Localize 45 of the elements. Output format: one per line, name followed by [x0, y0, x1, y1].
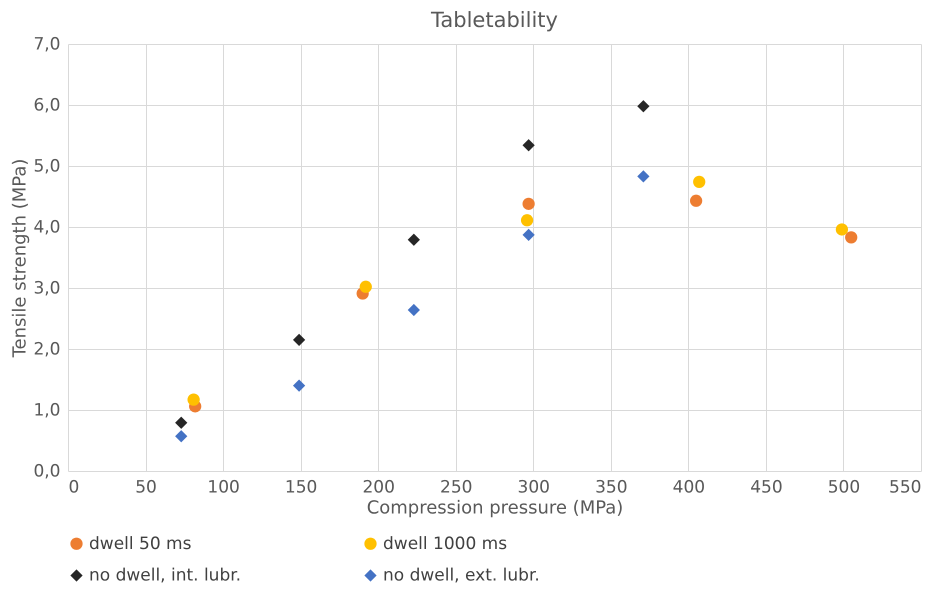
point: [175, 430, 188, 442]
x-tick-label: 150: [284, 478, 318, 498]
point: [522, 228, 535, 242]
x-tick-label: 400: [672, 478, 706, 498]
chart-title: Tabletability: [430, 8, 558, 32]
x-tick-label: 550: [889, 478, 922, 498]
point: [360, 280, 372, 293]
point: [292, 379, 306, 392]
legend-label: no dwell, ext. lubr.: [383, 566, 540, 586]
point: [408, 234, 420, 246]
point: [693, 176, 706, 188]
x-tick-label: 200: [362, 478, 395, 498]
point: [836, 223, 848, 236]
point: [292, 334, 306, 346]
y-tick-label: 6,0: [33, 96, 60, 116]
point: [522, 198, 535, 210]
y-tick-label: 7,0: [33, 34, 60, 54]
point: [637, 100, 650, 112]
point: [188, 394, 200, 406]
x-tick-label: 0: [68, 478, 80, 498]
y-tick-label: 1,0: [33, 400, 60, 420]
y-tick-label: 5,0: [33, 156, 60, 176]
x-tick-label: 50: [135, 478, 157, 498]
legend-label: no dwell, int. lubr.: [89, 566, 242, 586]
point: [175, 416, 188, 429]
point: [408, 304, 420, 316]
point: [522, 139, 535, 152]
legend-label: dwell 50 ms: [89, 534, 192, 554]
x-tick-label: 250: [440, 478, 472, 498]
x-tick-label: 300: [518, 478, 550, 498]
x-tick-label: 350: [595, 478, 628, 498]
y-tick-label: 3,0: [33, 278, 60, 298]
point: [690, 194, 702, 207]
x-tick-label: 500: [828, 478, 860, 498]
y-tick-label: 0,0: [33, 462, 60, 482]
y-axis-title: Tensile strength (MPa): [9, 158, 30, 358]
legend-label: dwell 1000 ms: [383, 534, 508, 554]
x-tick-label: 100: [207, 478, 240, 498]
x-tick-label: 450: [750, 478, 783, 498]
point: [845, 231, 858, 244]
point: [520, 214, 534, 226]
x-axis-title: Compression pressure (MPa): [366, 498, 624, 518]
point: [637, 170, 650, 182]
y-tick-label: 2,0: [33, 340, 60, 360]
y-tick-label: 4,0: [33, 218, 60, 238]
